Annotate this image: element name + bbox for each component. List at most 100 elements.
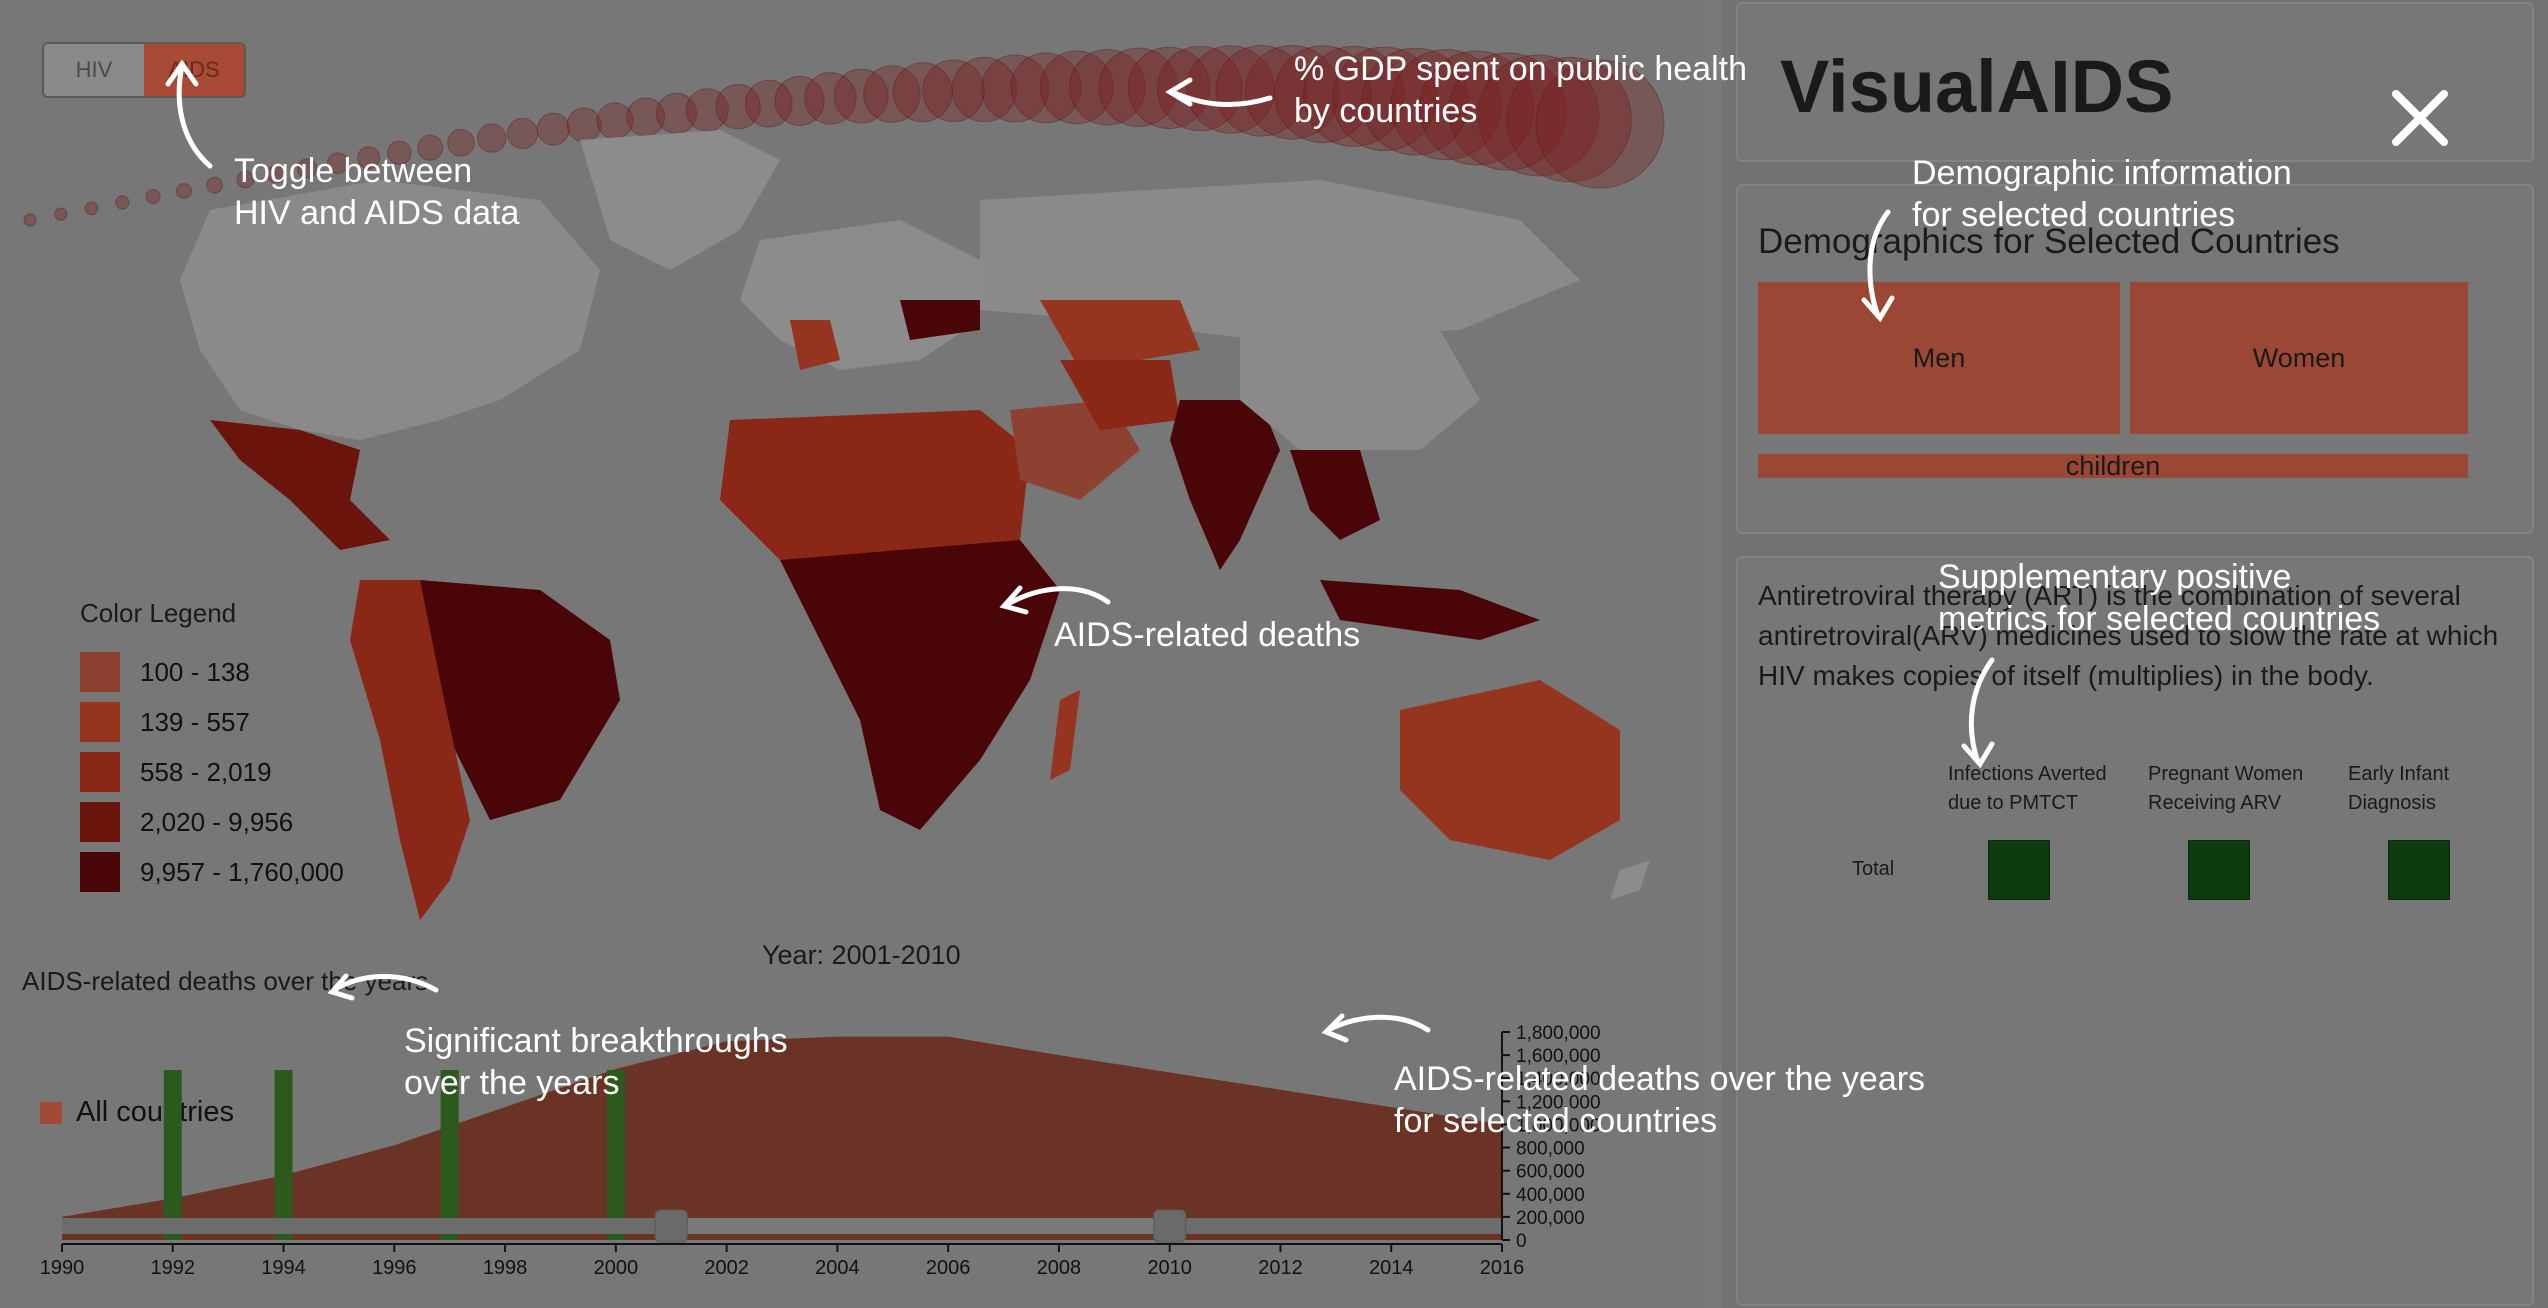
gdp-bubble[interactable] xyxy=(115,195,130,210)
brush-handle[interactable] xyxy=(1153,1209,1187,1243)
breakthrough-bar[interactable] xyxy=(163,1070,182,1240)
map-region-greenland[interactable] xyxy=(580,130,780,270)
gdp-bubble[interactable] xyxy=(327,152,349,174)
map-region-madagascar[interactable] xyxy=(1050,690,1080,780)
gdp-bubble[interactable] xyxy=(1157,45,1243,132)
color-legend-title: Color Legend xyxy=(80,598,237,628)
gdp-bubble[interactable] xyxy=(1039,50,1114,125)
gdp-bubble[interactable] xyxy=(506,117,539,150)
demographic-children-block[interactable]: children xyxy=(1758,451,2468,481)
gdp-bubble[interactable] xyxy=(715,83,761,130)
gdp-bubble[interactable] xyxy=(892,62,953,123)
map-region-indonesia[interactable] xyxy=(1320,580,1540,640)
gdp-bubble[interactable] xyxy=(1390,48,1502,161)
demographic-men-block[interactable]: Men xyxy=(1758,282,2120,434)
metric-header-pregnant-women: Pregnant Women Receiving ARV xyxy=(2148,763,2304,814)
selected-year-range-label: Year: 2001-2010 xyxy=(762,940,961,970)
map-region-iran[interactable] xyxy=(1060,360,1180,430)
map-region-france[interactable] xyxy=(790,320,840,370)
gdp-bubble[interactable] xyxy=(981,54,1050,123)
brush-handle[interactable] xyxy=(654,1209,688,1243)
gdp-bubble[interactable] xyxy=(744,79,793,128)
map-region-new-zealand[interactable] xyxy=(1610,860,1650,900)
gdp-bubble[interactable] xyxy=(477,123,507,153)
metric-box-early-infant[interactable] xyxy=(2388,840,2450,900)
gdp-bubble[interactable] xyxy=(417,134,444,161)
gdp-bubble[interactable] xyxy=(833,68,889,124)
map-region-mexico[interactable] xyxy=(210,420,390,550)
gdp-bubble[interactable] xyxy=(1506,56,1632,183)
gdp-bubble[interactable] xyxy=(1535,59,1665,189)
gdp-bubble[interactable] xyxy=(1332,46,1437,152)
gdp-bubble[interactable] xyxy=(266,164,286,184)
gdp-bubble[interactable] xyxy=(1477,54,1600,177)
close-icon[interactable] xyxy=(2388,86,2452,150)
map-region-australia[interactable] xyxy=(1400,680,1620,860)
x-axis-tick-label: 2012 xyxy=(1258,1257,1303,1279)
x-axis-tick-label: 1992 xyxy=(151,1257,196,1279)
gdp-bubble[interactable] xyxy=(176,182,192,199)
gdp-bubble[interactable] xyxy=(1419,50,1535,166)
demographic-women-block[interactable]: Women xyxy=(2130,282,2468,434)
series-legend-label: All countries xyxy=(76,1096,234,1128)
breakthrough-bar[interactable] xyxy=(440,1070,459,1240)
x-axis-tick-label: 2004 xyxy=(815,1257,860,1279)
metric-box-pregnant-women[interactable] xyxy=(2188,840,2250,900)
gdp-bubble[interactable] xyxy=(536,112,570,146)
brush-selection[interactable] xyxy=(671,1218,1170,1234)
breakthrough-bar[interactable] xyxy=(274,1070,293,1240)
gdp-bubble[interactable] xyxy=(774,75,825,126)
gdp-bubble[interactable] xyxy=(206,176,224,194)
gdp-bubble[interactable] xyxy=(1303,45,1405,148)
map-region-sub-saharan-africa[interactable] xyxy=(780,540,1060,830)
gdp-bubble[interactable] xyxy=(804,72,857,125)
gdp-bubble[interactable] xyxy=(54,207,68,221)
map-region-europe[interactable] xyxy=(740,220,980,370)
gdp-bubble[interactable] xyxy=(1069,48,1146,126)
breakthrough-bar[interactable] xyxy=(606,1070,625,1240)
map-region-china[interactable] xyxy=(1240,330,1480,450)
map-region-india[interactable] xyxy=(1170,400,1280,570)
gdp-bubble[interactable] xyxy=(1273,45,1372,144)
map-region-north-america[interactable] xyxy=(180,180,600,440)
legend-row: 2,020 - 9,956 xyxy=(80,797,344,847)
gdp-bubble[interactable] xyxy=(145,189,161,205)
y-axis-tick-label: 600,000 xyxy=(1516,1162,1585,1183)
y-axis-tick-label: 800,000 xyxy=(1516,1139,1585,1160)
gdp-bubble[interactable] xyxy=(1361,47,1470,156)
annotation-gdp: % GDP spent on public health by countrie… xyxy=(1294,50,1747,130)
gdp-bubble[interactable] xyxy=(863,65,921,123)
deaths-timeline-chart[interactable]: 1990 1992 1994 1996 1998 2000 2002 2004 2006 2008… xyxy=(0,1000,1704,1308)
map-region-kazakhstan[interactable] xyxy=(1040,300,1200,370)
y-axis-tick-label: 1,000,000 xyxy=(1516,1115,1601,1136)
gdp-bubble[interactable] xyxy=(236,170,255,189)
map-region-brazil[interactable] xyxy=(420,580,620,820)
gdp-bubble[interactable] xyxy=(84,201,99,216)
gdp-bubble[interactable] xyxy=(357,146,381,170)
series-area-all-countries[interactable] xyxy=(62,1036,1502,1240)
legend-swatch xyxy=(80,752,120,792)
annotation-supplementary: Supplementary positive metrics for selec… xyxy=(1938,558,2381,638)
x-axis-tick-label: 2002 xyxy=(704,1257,749,1279)
legend-label: 139 - 557 xyxy=(140,706,250,737)
gdp-bubble[interactable] xyxy=(951,56,1017,123)
gdp-bubble[interactable] xyxy=(387,140,412,165)
gdp-bubble[interactable] xyxy=(922,59,985,123)
map-region-north-africa[interactable] xyxy=(720,410,1030,570)
toggle-aids-button[interactable]: AIDS xyxy=(144,44,244,96)
map-region-south-america-west[interactable] xyxy=(350,580,470,920)
gdp-bubble[interactable] xyxy=(296,158,318,179)
world-map[interactable] xyxy=(20,120,1680,940)
gdp-bubble[interactable] xyxy=(1010,52,1082,124)
gdp-bubble[interactable] xyxy=(1448,52,1567,171)
map-region-ukraine[interactable] xyxy=(900,300,980,340)
gdp-bubble[interactable] xyxy=(447,128,475,157)
metric-header-pmtct: Infections Averted due to PMTCT xyxy=(1948,763,2107,814)
art-description: Antiretroviral therapy (ART) is the comb… xyxy=(1758,580,2499,691)
hiv-aids-toggle[interactable]: HIV AIDS xyxy=(42,42,246,98)
toggle-hiv-button[interactable]: HIV xyxy=(44,44,144,96)
metric-box-pmtct[interactable] xyxy=(1988,840,2050,900)
gdp-bubble[interactable] xyxy=(23,213,37,227)
map-region-southeast-asia[interactable] xyxy=(1290,450,1380,540)
y-axis-tick-label: 200,000 xyxy=(1516,1208,1585,1229)
